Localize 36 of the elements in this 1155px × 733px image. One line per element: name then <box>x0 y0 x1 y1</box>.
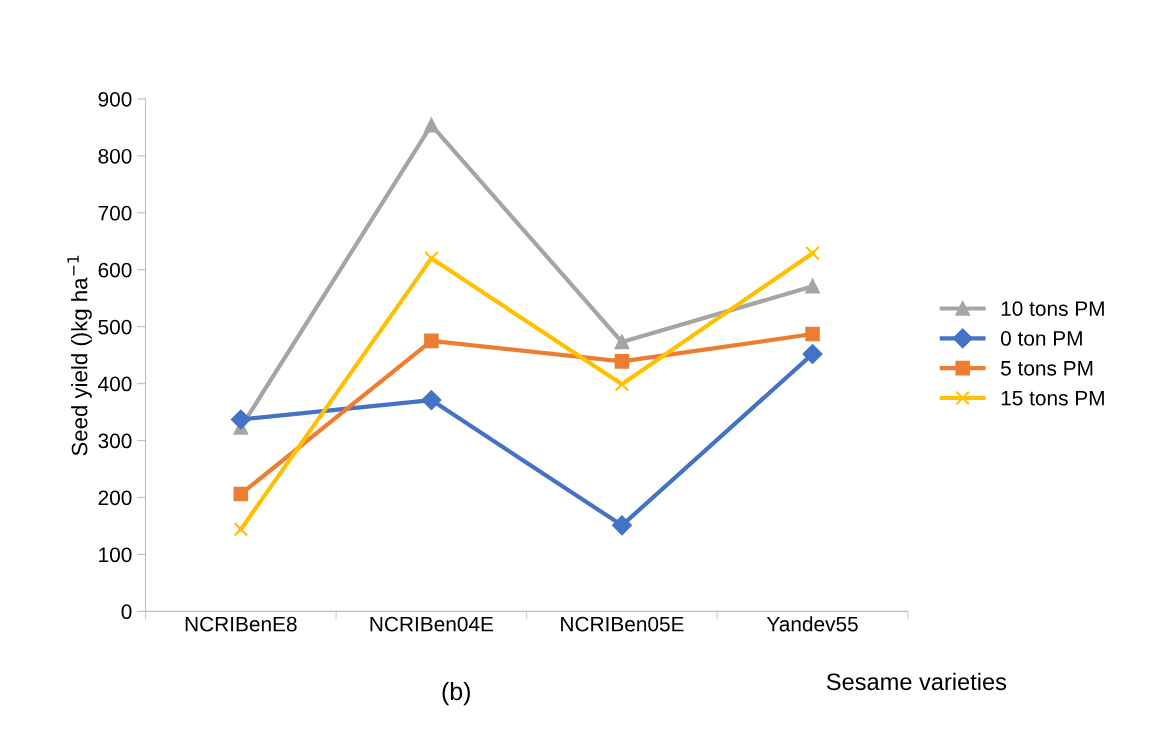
y-tick-label: 500 <box>98 319 132 335</box>
legend-label: 0 ton PM <box>1000 331 1082 346</box>
point <box>230 409 251 430</box>
y-tick-label: 900 <box>98 91 132 107</box>
y-tick-label: 400 <box>98 376 132 392</box>
x-tick-label: NCRIBen05E <box>561 616 684 632</box>
point <box>233 522 249 537</box>
point <box>424 333 439 349</box>
text: (b) <box>442 681 470 706</box>
point <box>612 515 632 536</box>
x-tick-label: NCRIBenE8 <box>185 616 297 632</box>
y-tick-label: 200 <box>98 490 132 506</box>
legend-label: 15 tons PM <box>1001 390 1104 406</box>
y-tick-label: 700 <box>98 205 132 221</box>
point <box>614 376 630 392</box>
point <box>424 251 439 266</box>
legend-label: 5 tons PM <box>1000 361 1093 376</box>
y-tick-label: 0 <box>121 604 132 620</box>
y-tick-label: 300 <box>98 433 132 449</box>
point <box>805 278 820 294</box>
y-tick-label: 800 <box>98 148 132 164</box>
point <box>802 344 823 364</box>
point <box>424 117 439 133</box>
point <box>233 486 249 502</box>
point <box>421 390 442 410</box>
y-tick-label: 100 <box>99 547 132 563</box>
point <box>614 354 630 369</box>
y-axis-title: Seed yield ()kg ha$^{−1}$ <box>67 255 92 456</box>
x-axis-title: Sesame varieties <box>826 672 1007 691</box>
y-tick-label: 600 <box>98 262 132 278</box>
point <box>614 334 630 350</box>
x-tick-label: Yandev55 <box>766 616 858 632</box>
x-tick-label: NCRIBen04E <box>370 616 494 632</box>
point <box>805 245 820 261</box>
point <box>805 326 820 342</box>
legend-label: 10 tons PM <box>1001 301 1104 316</box>
